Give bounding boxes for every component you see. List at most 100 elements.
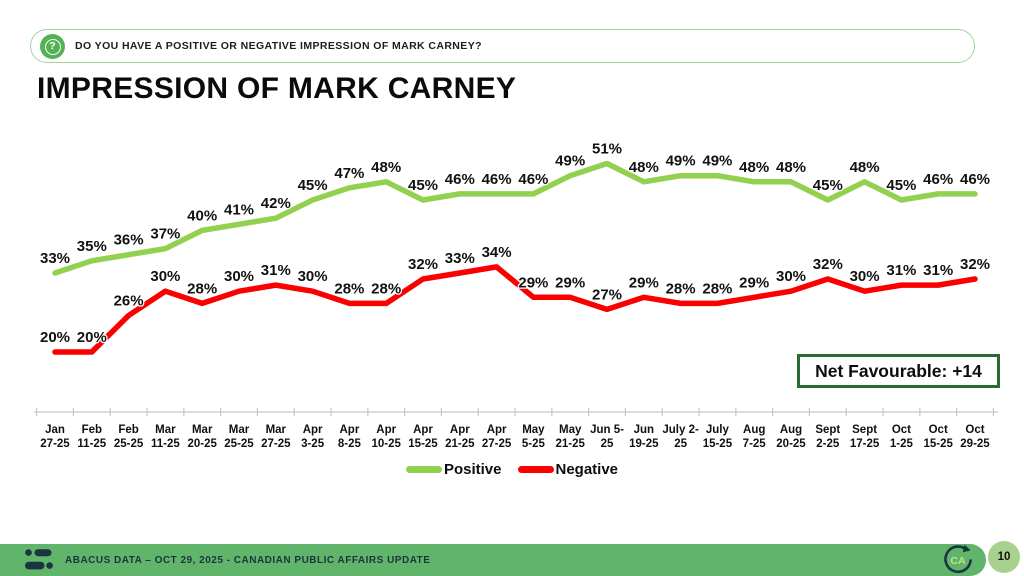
svg-text:28%: 28% xyxy=(371,280,401,297)
svg-text:25-25: 25-25 xyxy=(114,438,144,450)
svg-text:Apr: Apr xyxy=(450,424,470,436)
svg-text:Oct: Oct xyxy=(929,424,948,436)
svg-text:27-25: 27-25 xyxy=(261,438,291,450)
svg-text:45%: 45% xyxy=(813,177,843,194)
svg-text:27%: 27% xyxy=(592,286,622,303)
legend-label-negative: Negative xyxy=(555,461,619,478)
svg-text:Mar: Mar xyxy=(192,424,213,436)
svg-text:21-25: 21-25 xyxy=(445,438,475,450)
svg-text:46%: 46% xyxy=(445,171,475,188)
svg-text:25-25: 25-25 xyxy=(224,438,254,450)
svg-text:49%: 49% xyxy=(555,153,585,170)
svg-text:20-25: 20-25 xyxy=(776,438,806,450)
svg-text:46%: 46% xyxy=(518,171,548,188)
svg-text:32%: 32% xyxy=(813,256,843,273)
svg-text:19-25: 19-25 xyxy=(629,438,659,450)
svg-text:30%: 30% xyxy=(776,268,806,285)
svg-text:Apr: Apr xyxy=(303,424,323,436)
page-number-badge: 10 xyxy=(988,541,1020,573)
x-axis-labels: Jan 27-25 Feb 11-25 Feb 25-25 Mar 11-25 Mar 20-25… xyxy=(40,424,990,450)
svg-text:45%: 45% xyxy=(408,177,438,194)
svg-text:42%: 42% xyxy=(261,195,291,212)
svg-text:47%: 47% xyxy=(334,165,364,182)
svg-text:48%: 48% xyxy=(629,159,659,176)
svg-text:21-25: 21-25 xyxy=(555,438,585,450)
svg-text:Apr: Apr xyxy=(339,424,359,436)
svg-text:45%: 45% xyxy=(298,177,328,194)
ca-circular-arrow-badge: CA xyxy=(944,544,972,574)
svg-text:July: July xyxy=(706,424,730,436)
question-text: DO YOU HAVE A POSITIVE OR NEGATIVE IMPRE… xyxy=(75,40,482,52)
svg-text:20-25: 20-25 xyxy=(187,438,217,450)
svg-text:17-25: 17-25 xyxy=(850,438,880,450)
svg-text:11-25: 11-25 xyxy=(77,438,106,450)
footer-text: ABACUS DATA – OCT 29, 2025 - CANADIAN PU… xyxy=(65,554,431,566)
ca-badge-label: CA xyxy=(950,555,966,567)
svg-text:Oct: Oct xyxy=(892,424,911,436)
svg-text:20%: 20% xyxy=(77,329,107,346)
positive-line xyxy=(52,160,978,276)
positive-data-labels: 33% 35% 36% 37% 40% 41% 42% 45% 47% 48% 45% 46% 46% 4… xyxy=(39,139,992,268)
svg-text:45%: 45% xyxy=(886,177,916,194)
svg-text:3-25: 3-25 xyxy=(301,438,325,450)
svg-text:33%: 33% xyxy=(40,250,70,267)
svg-text:7-25: 7-25 xyxy=(743,438,767,450)
svg-text:48%: 48% xyxy=(739,159,769,176)
svg-text:36%: 36% xyxy=(114,232,144,249)
svg-text:8-25: 8-25 xyxy=(338,438,362,450)
legend-label-positive: Positive xyxy=(443,461,502,478)
svg-text:20%: 20% xyxy=(40,329,70,346)
svg-text:Jun: Jun xyxy=(634,424,654,436)
svg-text:26%: 26% xyxy=(114,293,144,310)
svg-text:30%: 30% xyxy=(850,268,880,285)
svg-text:Jan: Jan xyxy=(45,424,65,436)
svg-text:28%: 28% xyxy=(187,280,217,297)
svg-text:Mar: Mar xyxy=(266,424,287,436)
svg-text:July 2-: July 2- xyxy=(662,424,699,436)
svg-text:Feb: Feb xyxy=(118,424,138,436)
svg-text:41%: 41% xyxy=(224,201,254,218)
legend-item-negative: Negative xyxy=(517,461,619,478)
net-favourable-box: Net Favourable: +14 xyxy=(797,354,1000,388)
svg-text:27-25: 27-25 xyxy=(40,438,70,450)
svg-text:27-25: 27-25 xyxy=(482,438,512,450)
footer-bar: ABACUS DATA – OCT 29, 2025 - CANADIAN PU… xyxy=(0,544,986,576)
svg-text:Feb: Feb xyxy=(82,424,102,436)
svg-text:Sept: Sept xyxy=(852,424,877,436)
svg-text:Sept: Sept xyxy=(815,424,840,436)
svg-text:30%: 30% xyxy=(224,268,254,285)
svg-text:May: May xyxy=(559,424,582,436)
svg-text:Mar: Mar xyxy=(229,424,250,436)
net-favourable-label: Net Favourable: +14 xyxy=(815,360,982,381)
svg-text:Aug: Aug xyxy=(743,424,765,436)
svg-text:29%: 29% xyxy=(629,274,659,291)
chart-legend: Positive Negative xyxy=(0,461,1024,478)
svg-text:29%: 29% xyxy=(555,274,585,291)
svg-text:35%: 35% xyxy=(77,238,107,255)
svg-text:32%: 32% xyxy=(960,256,990,273)
svg-text:29-25: 29-25 xyxy=(960,438,990,450)
svg-text:Mar: Mar xyxy=(155,424,176,436)
svg-text:29%: 29% xyxy=(518,274,548,291)
svg-text:28%: 28% xyxy=(666,280,696,297)
impression-trend-chart: 33% 35% 36% 37% 40% 41% 42% 45% 47% 48% 45% 46% 46% 4… xyxy=(34,139,998,450)
svg-text:31%: 31% xyxy=(886,262,916,279)
svg-text:25: 25 xyxy=(601,438,614,450)
page-title: IMPRESSION OF MARK CARNEY xyxy=(37,72,517,105)
svg-text:33%: 33% xyxy=(445,250,475,267)
positive-line-swatch xyxy=(405,466,442,473)
negative-line-swatch xyxy=(517,466,554,473)
svg-text:Apr: Apr xyxy=(376,424,396,436)
question-icon: ? xyxy=(40,34,65,59)
svg-text:30%: 30% xyxy=(298,268,328,285)
svg-text:48%: 48% xyxy=(371,159,401,176)
svg-text:46%: 46% xyxy=(923,171,953,188)
svg-text:1-25: 1-25 xyxy=(890,438,914,450)
question-banner: ? DO YOU HAVE A POSITIVE OR NEGATIVE IMP… xyxy=(30,29,975,63)
svg-text:11-25: 11-25 xyxy=(151,438,180,450)
svg-text:49%: 49% xyxy=(666,153,696,170)
svg-text:15-25: 15-25 xyxy=(408,438,438,450)
svg-text:48%: 48% xyxy=(776,159,806,176)
svg-text:Aug: Aug xyxy=(780,424,802,436)
svg-text:Jun 5-: Jun 5- xyxy=(590,424,624,436)
